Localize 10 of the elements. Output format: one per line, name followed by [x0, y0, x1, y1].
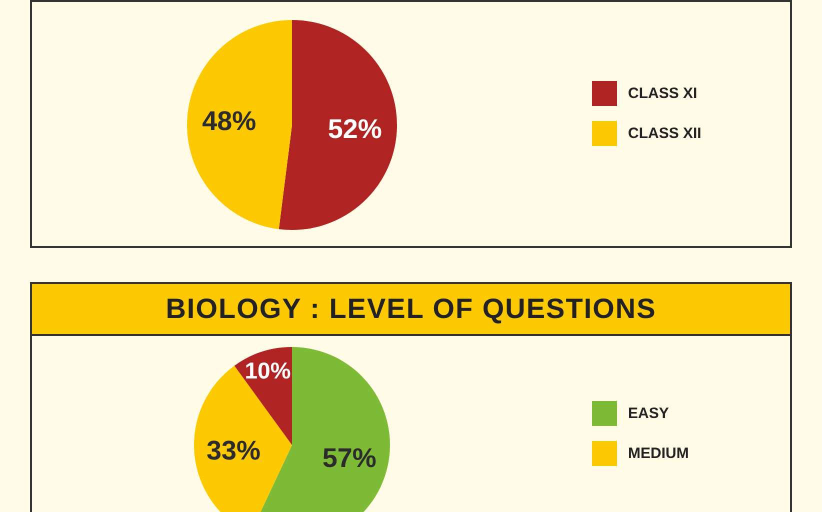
data-label: 52% — [328, 114, 382, 144]
data-label: 48% — [202, 106, 256, 136]
chart-title: BIOLOGY : LEVEL OF QUESTIONS — [30, 282, 792, 334]
legend-label: EASY — [628, 404, 669, 422]
data-label: 57% — [322, 442, 376, 473]
legend-label: MEDIUM — [628, 444, 689, 462]
legend-label: CLASS XI — [628, 84, 698, 102]
data-label: 33% — [206, 436, 260, 466]
data-label: 10% — [244, 357, 291, 384]
legend-label: CLASS XII — [628, 124, 702, 142]
